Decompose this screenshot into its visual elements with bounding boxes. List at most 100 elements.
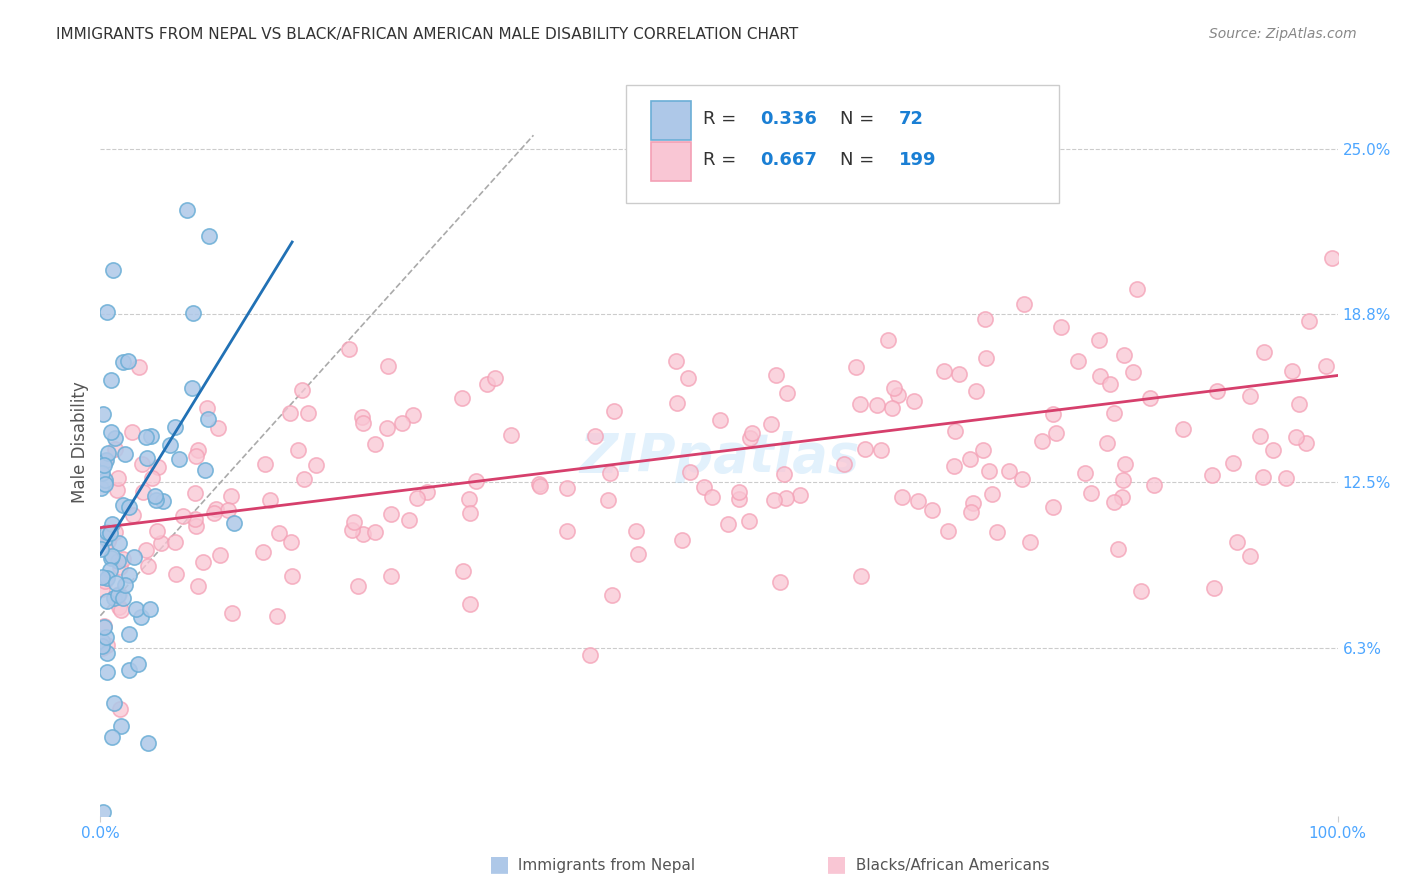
Point: [959, 451, 981, 466]
Point: [557, 524, 579, 538]
Point: [187, 579, 209, 593]
Point: [932, 364, 955, 378]
Text: 199: 199: [898, 151, 936, 169]
Point: [676, 371, 699, 385]
Point: [96, 594, 118, 608]
Point: [104, 442, 127, 457]
Point: [962, 495, 984, 509]
Point: [1074, 466, 1097, 480]
Point: [402, 408, 425, 422]
Point: [1099, 376, 1122, 391]
Point: [948, 367, 970, 381]
Point: [942, 458, 965, 473]
Point: [832, 457, 855, 471]
Point: [108, 600, 131, 615]
Point: [1019, 534, 1042, 549]
Text: ■: ■: [489, 854, 509, 873]
Point: [1125, 282, 1147, 296]
Point: [292, 471, 315, 485]
Point: [96, 638, 118, 652]
Point: [94, 476, 117, 491]
Point: [759, 417, 782, 431]
Point: [451, 391, 474, 405]
Point: [738, 431, 761, 445]
Point: [1104, 407, 1126, 421]
Point: [775, 491, 797, 505]
Point: [1011, 472, 1033, 486]
Point: [104, 524, 127, 539]
Point: [96, 304, 118, 318]
Point: [1239, 549, 1261, 563]
Point: [986, 524, 1008, 539]
Point: [152, 494, 174, 508]
Point: [364, 525, 387, 540]
Text: 0.667: 0.667: [759, 151, 817, 169]
Point: [117, 500, 139, 514]
Point: [136, 736, 159, 750]
Point: [127, 657, 149, 672]
Point: [141, 470, 163, 484]
Point: [596, 492, 619, 507]
Point: [693, 480, 716, 494]
Point: [484, 371, 506, 385]
Point: [100, 550, 122, 565]
Point: [1090, 368, 1112, 383]
Point: [763, 492, 786, 507]
Point: [903, 393, 925, 408]
Text: 0.336: 0.336: [759, 110, 817, 128]
Point: [112, 552, 135, 566]
Point: [146, 524, 169, 538]
Point: [93, 620, 115, 634]
Point: [125, 602, 148, 616]
Point: [98, 563, 121, 577]
Point: [352, 409, 374, 424]
Point: [181, 381, 204, 395]
Text: ZIPpatlas: ZIPpatlas: [579, 431, 859, 483]
Point: [980, 487, 1002, 501]
Point: [107, 554, 129, 568]
Point: [217, 503, 239, 517]
Point: [406, 491, 429, 505]
Point: [107, 471, 129, 485]
Point: [709, 413, 731, 427]
Point: [112, 591, 135, 605]
Point: [728, 492, 751, 507]
Text: R =: R =: [703, 151, 742, 169]
Point: [122, 549, 145, 564]
Point: [1114, 458, 1136, 472]
Point: [626, 547, 648, 561]
Point: [602, 588, 624, 602]
Point: [100, 516, 122, 531]
Point: [583, 429, 606, 443]
Point: [90, 640, 112, 655]
FancyBboxPatch shape: [651, 142, 690, 180]
Point: [1251, 469, 1274, 483]
Point: [145, 492, 167, 507]
Point: [117, 567, 139, 582]
Point: [1107, 541, 1129, 556]
Point: [1274, 471, 1296, 485]
Point: [974, 312, 997, 326]
Point: [91, 805, 114, 820]
Point: [96, 665, 118, 679]
Point: [416, 485, 439, 500]
Point: [96, 525, 118, 540]
Point: [1253, 345, 1275, 359]
Point: [1171, 422, 1194, 436]
Point: [101, 262, 124, 277]
Point: [959, 505, 981, 519]
Point: [1042, 407, 1064, 421]
Point: [1315, 359, 1337, 373]
Point: [887, 388, 910, 402]
Point: [853, 442, 876, 456]
Point: [117, 354, 139, 368]
Point: [343, 515, 366, 529]
Point: [108, 587, 131, 601]
Point: [172, 509, 194, 524]
Point: [110, 702, 132, 716]
Point: [765, 368, 787, 382]
Point: [700, 490, 723, 504]
Text: Source: ZipAtlas.com: Source: ZipAtlas.com: [1209, 27, 1357, 41]
Point: [624, 524, 647, 538]
Point: [90, 481, 112, 495]
